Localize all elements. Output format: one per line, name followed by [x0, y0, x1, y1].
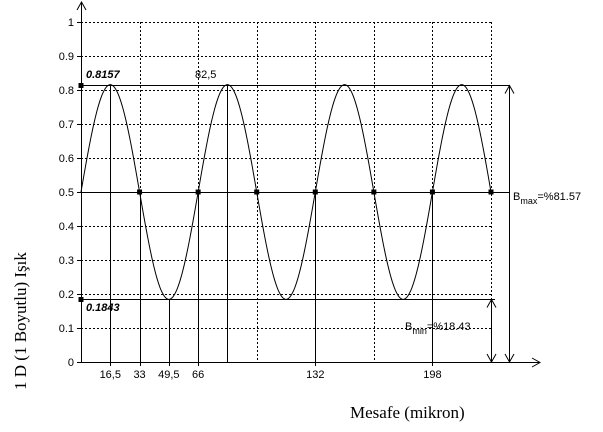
x-tick-label: 66	[192, 369, 204, 381]
y-tick-label: 0.7	[59, 119, 74, 131]
sine-curve	[80, 84, 492, 300]
y-tick-label: 0.2	[59, 289, 74, 301]
y-tick-label: 0.1	[59, 323, 74, 335]
x-tick-label: 198	[423, 369, 441, 381]
crossing-marker	[429, 189, 435, 195]
bmax-label: Bmax=%81.57	[513, 191, 581, 206]
y-axis-title: 1 D (1 Boyutlu) Işık	[11, 252, 30, 390]
x-tick-label: 16,5	[100, 369, 121, 381]
x-tick-label: 49,5	[158, 369, 179, 381]
reference-lines	[81, 84, 515, 366]
x-axis-arrow	[531, 357, 542, 368]
crossing-marker	[195, 189, 201, 195]
bmin-label: Bmin=%18.43	[405, 321, 471, 336]
y-tick-label: 0.4	[59, 221, 74, 233]
y-tick-label: 0.8	[59, 85, 74, 97]
markers	[78, 83, 494, 302]
y-tick-label: 0.5	[59, 187, 74, 199]
crossing-marker	[254, 189, 260, 195]
crossing-marker	[312, 189, 318, 195]
y-tick-label: 0	[68, 357, 74, 369]
min-value-label: 0.1843	[86, 302, 120, 314]
y-tick-label: 1	[68, 17, 74, 29]
y-axis-arrow	[76, 0, 87, 11]
min-marker	[78, 297, 84, 302]
x-axis-title: Mesafe (mikron)	[350, 403, 465, 422]
max-marker	[78, 83, 84, 88]
y-tick-label: 0.6	[59, 153, 74, 165]
series-layer	[80, 84, 492, 300]
y-tick-label: 0.3	[59, 255, 74, 267]
x-tick-label: 33	[133, 369, 145, 381]
crossing-marker	[488, 189, 494, 195]
x-tick-label: 132	[306, 369, 324, 381]
peak-label: 82,5	[195, 69, 216, 81]
crossing-marker	[371, 189, 377, 195]
bmax-arrow-top	[504, 84, 515, 94]
x-tick-labels: 16,5 33 49,5 66 132 198	[100, 369, 442, 381]
max-value-label: 0.8157	[86, 69, 121, 81]
crossing-marker	[137, 189, 143, 195]
bmin-arrow-top	[486, 298, 497, 308]
y-tick-label: 0.9	[59, 51, 74, 63]
y-tick-labels: 0 0.1 0.2 0.3 0.4 0.5 0.6 0.7 0.8 0.9 1	[59, 17, 74, 369]
